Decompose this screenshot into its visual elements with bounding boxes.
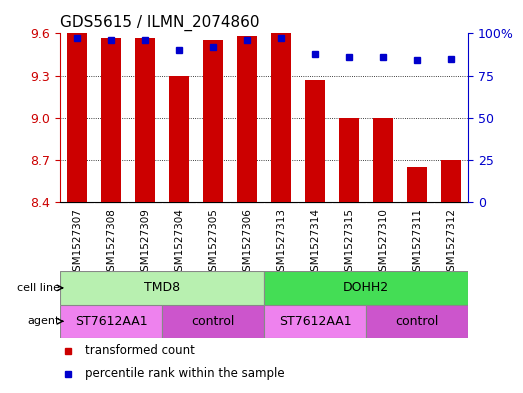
Text: control: control [191, 315, 235, 328]
Text: cell line: cell line [17, 283, 60, 293]
Bar [203, 40, 223, 202]
Text: GSM1527306: GSM1527306 [242, 208, 252, 278]
Bar [366, 305, 468, 338]
Text: GSM1527314: GSM1527314 [310, 208, 320, 278]
Text: GSM1527307: GSM1527307 [72, 208, 82, 278]
Text: control: control [395, 315, 439, 328]
Bar [264, 271, 468, 305]
Text: GSM1527313: GSM1527313 [276, 208, 286, 278]
Bar [264, 305, 366, 338]
Text: GSM1527304: GSM1527304 [174, 208, 184, 278]
Bar [60, 271, 264, 305]
Bar [60, 305, 162, 338]
Text: TMD8: TMD8 [144, 281, 180, 294]
Text: GSM1527310: GSM1527310 [378, 208, 388, 278]
Text: GSM1527311: GSM1527311 [412, 208, 422, 278]
Text: percentile rank within the sample: percentile rank within the sample [85, 367, 284, 380]
Bar [407, 167, 427, 202]
Bar [373, 118, 393, 202]
Text: GSM1527315: GSM1527315 [344, 208, 354, 278]
Text: GDS5615 / ILMN_2074860: GDS5615 / ILMN_2074860 [60, 15, 259, 31]
Bar [135, 38, 155, 202]
Bar [271, 33, 291, 202]
Text: GSM1527308: GSM1527308 [106, 208, 116, 278]
Bar [441, 160, 461, 202]
Text: agent: agent [28, 316, 60, 326]
Text: GSM1527312: GSM1527312 [446, 208, 456, 278]
Text: ST7612AA1: ST7612AA1 [279, 315, 351, 328]
Text: ST7612AA1: ST7612AA1 [75, 315, 147, 328]
Bar [305, 80, 325, 202]
Text: GSM1527305: GSM1527305 [208, 208, 218, 278]
Text: GSM1527309: GSM1527309 [140, 208, 150, 278]
Bar [169, 75, 189, 202]
Bar [162, 305, 264, 338]
Bar [101, 38, 121, 202]
Text: transformed count: transformed count [85, 344, 195, 357]
Bar [237, 36, 257, 202]
Bar [339, 118, 359, 202]
Text: DOHH2: DOHH2 [343, 281, 389, 294]
Bar [67, 33, 87, 202]
